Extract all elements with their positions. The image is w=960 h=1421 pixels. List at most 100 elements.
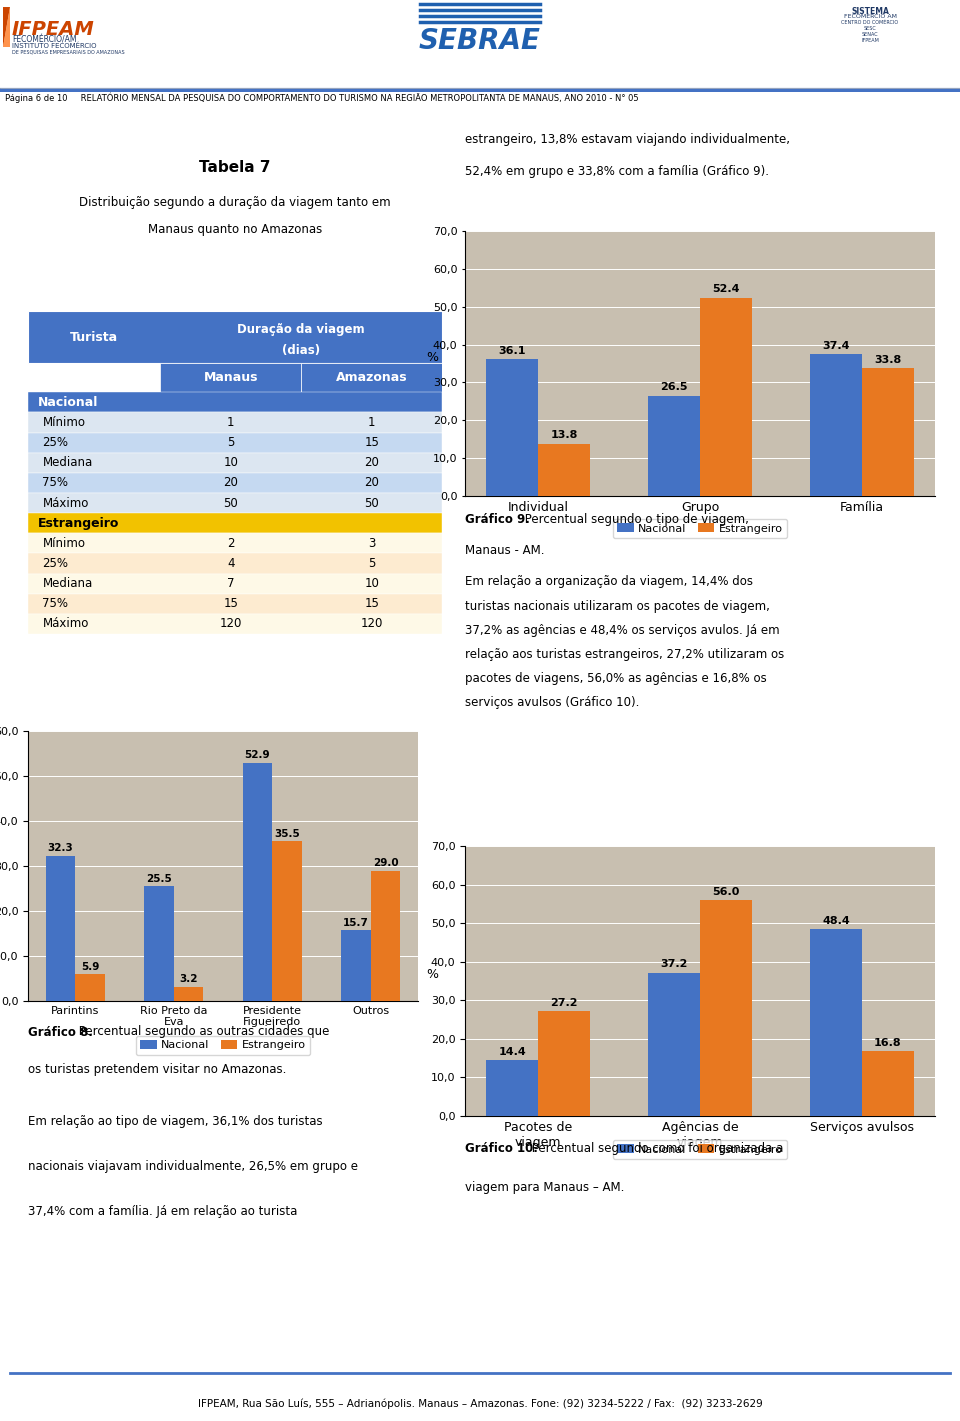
Text: 56.0: 56.0	[712, 887, 739, 897]
Bar	[862, 1052, 914, 1115]
Text: 5: 5	[228, 436, 234, 449]
Bar	[243, 763, 273, 1000]
Text: INSTITUTO FECOMÉRCIO: INSTITUTO FECOMÉRCIO	[12, 43, 97, 48]
Text: Percentual segundo o tipo de viagem,: Percentual segundo o tipo de viagem,	[521, 513, 749, 526]
Bar	[862, 368, 914, 496]
Text: 25.5: 25.5	[146, 874, 172, 884]
Bar	[810, 929, 862, 1115]
Text: 20: 20	[364, 476, 379, 489]
Text: SEBRAE: SEBRAE	[419, 27, 541, 55]
Text: Manaus quanto no Amazonas: Manaus quanto no Amazonas	[148, 223, 323, 236]
Text: Manaus: Manaus	[204, 371, 258, 384]
Bar	[371, 871, 400, 1000]
Text: 1: 1	[368, 416, 375, 429]
Text: Mediana: Mediana	[42, 456, 93, 469]
Bar	[28, 574, 442, 594]
Text: turistas nacionais utilizaram os pacotes de viagem,: turistas nacionais utilizaram os pacotes…	[465, 600, 770, 612]
Text: Gráfico 9.: Gráfico 9.	[465, 513, 530, 526]
Text: Gráfico 8.: Gráfico 8.	[28, 1026, 93, 1039]
Bar	[539, 1012, 590, 1115]
Text: 37,2% as agências e 48,4% os serviços avulos. Já em: 37,2% as agências e 48,4% os serviços av…	[465, 624, 780, 637]
Text: 52.4: 52.4	[712, 284, 739, 294]
Bar	[28, 311, 442, 362]
Bar	[28, 392, 442, 412]
Bar	[487, 1060, 539, 1115]
Text: 26.5: 26.5	[660, 382, 688, 392]
Text: FECOMÉRCIO/AM: FECOMÉRCIO/AM	[12, 36, 77, 44]
Text: 48.4: 48.4	[822, 917, 850, 926]
Text: 15: 15	[364, 597, 379, 611]
Text: IFPEAM: IFPEAM	[861, 38, 879, 43]
Text: 14.4: 14.4	[498, 1047, 526, 1057]
Bar	[700, 297, 752, 496]
Text: 4: 4	[228, 557, 234, 570]
Text: CENTRO DO COMÉRCIO: CENTRO DO COMÉRCIO	[841, 20, 899, 26]
Bar	[75, 975, 105, 1000]
Text: SISTEMA: SISTEMA	[852, 7, 889, 16]
Text: 7: 7	[228, 577, 234, 590]
Text: Em relação a organização da viagem, 14,4% dos: Em relação a organização da viagem, 14,4…	[465, 576, 753, 588]
Text: 50: 50	[364, 496, 379, 510]
Text: viagem para Manaus – AM.: viagem para Manaus – AM.	[465, 1181, 624, 1194]
Bar	[144, 887, 174, 1000]
Text: Tabela 7: Tabela 7	[200, 159, 271, 175]
Bar	[301, 362, 442, 392]
Text: 29.0: 29.0	[372, 858, 398, 868]
Text: os turistas pretendem visitar no Amazonas.: os turistas pretendem visitar no Amazona…	[28, 1063, 286, 1076]
Text: 37,4% com a família. Já em relação ao turista: 37,4% com a família. Já em relação ao tu…	[28, 1205, 298, 1218]
Bar	[28, 594, 442, 614]
Text: SENAC: SENAC	[862, 33, 878, 37]
Legend: Nacional, Estrangeiro: Nacional, Estrangeiro	[612, 1140, 787, 1160]
Text: Mínimo: Mínimo	[42, 416, 85, 429]
Text: 33.8: 33.8	[875, 355, 901, 365]
Text: 16.8: 16.8	[874, 1037, 901, 1047]
Bar	[46, 855, 75, 1000]
Text: Percentual segundo as outras cidades que: Percentual segundo as outras cidades que	[75, 1026, 329, 1039]
Bar	[273, 841, 301, 1000]
Text: 3: 3	[368, 537, 375, 550]
Bar	[28, 513, 442, 533]
Y-axis label: %: %	[426, 351, 438, 364]
Text: Mediana: Mediana	[42, 577, 93, 590]
Text: 10: 10	[224, 456, 238, 469]
Text: relação aos turistas estrangeiros, 27,2% utilizaram os: relação aos turistas estrangeiros, 27,2%…	[465, 648, 784, 661]
Text: 10: 10	[364, 577, 379, 590]
Text: Mínimo: Mínimo	[42, 537, 85, 550]
Text: 15: 15	[364, 436, 379, 449]
Bar	[28, 614, 442, 634]
Text: 75%: 75%	[42, 476, 68, 489]
Text: 15.7: 15.7	[343, 918, 369, 928]
Text: 120: 120	[220, 618, 242, 631]
Bar	[487, 360, 539, 496]
Text: DE PESQUISAS EMPRESARIAIS DO AMAZONAS: DE PESQUISAS EMPRESARIAIS DO AMAZONAS	[12, 50, 125, 54]
Text: serviços avulsos (Gráfico 10).: serviços avulsos (Gráfico 10).	[465, 696, 639, 709]
Bar	[28, 553, 442, 574]
Legend: Nacional, Estrangeiro: Nacional, Estrangeiro	[135, 1036, 310, 1054]
Legend: Nacional, Estrangeiro: Nacional, Estrangeiro	[612, 519, 787, 539]
Text: Máximo: Máximo	[42, 618, 89, 631]
Text: SESC: SESC	[864, 26, 876, 31]
Bar	[28, 473, 442, 493]
Text: Em relação ao tipo de viagem, 36,1% dos turistas: Em relação ao tipo de viagem, 36,1% dos …	[28, 1114, 323, 1128]
Text: 3.2: 3.2	[180, 973, 198, 983]
Text: nacionais viajavam individualmente, 26,5% em grupo e: nacionais viajavam individualmente, 26,5…	[28, 1160, 358, 1172]
Bar	[160, 362, 301, 392]
Text: 75%: 75%	[42, 597, 68, 611]
Bar	[28, 533, 442, 553]
Text: 2: 2	[228, 537, 234, 550]
Bar	[28, 412, 442, 432]
Text: 25%: 25%	[42, 436, 68, 449]
Bar	[700, 899, 752, 1115]
Bar	[648, 395, 700, 496]
Text: (dias): (dias)	[282, 344, 321, 357]
Text: FECOMÉRCIO AM: FECOMÉRCIO AM	[844, 14, 897, 18]
Text: 50: 50	[224, 496, 238, 510]
Text: 5.9: 5.9	[81, 962, 99, 972]
Text: IFPEAM, Rua São Luís, 555 – Adrianópolis. Manaus – Amazonas. Fone: (92) 3234-522: IFPEAM, Rua São Luís, 555 – Adrianópolis…	[198, 1398, 762, 1410]
Text: Nacional: Nacional	[38, 396, 99, 409]
Text: 52.9: 52.9	[245, 750, 271, 760]
Text: estrangeiro, 13,8% estavam viajando individualmente,: estrangeiro, 13,8% estavam viajando indi…	[465, 132, 790, 146]
Text: Gráfico 10.: Gráfico 10.	[465, 1142, 538, 1155]
Text: 120: 120	[360, 618, 383, 631]
Text: 13.8: 13.8	[550, 431, 578, 441]
